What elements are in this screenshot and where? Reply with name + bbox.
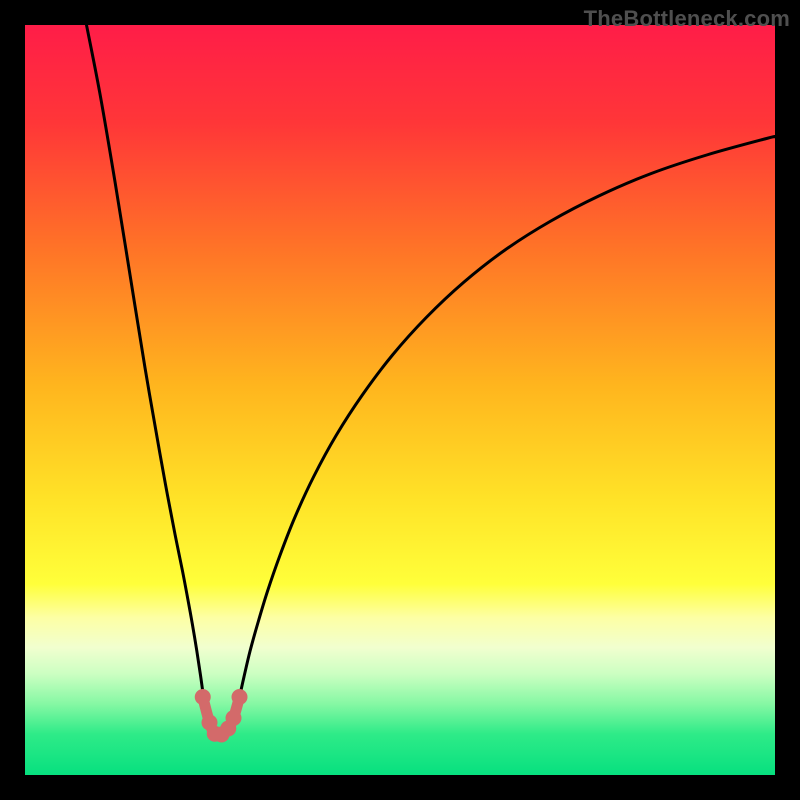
plot-area xyxy=(25,25,775,775)
watermark-text: TheBottleneck.com xyxy=(584,6,790,32)
chart-svg xyxy=(0,0,800,800)
chart-stage: TheBottleneck.com xyxy=(0,0,800,800)
highlight-marker-6 xyxy=(232,689,248,705)
highlight-marker-5 xyxy=(226,710,242,726)
highlight-marker-0 xyxy=(195,689,211,705)
